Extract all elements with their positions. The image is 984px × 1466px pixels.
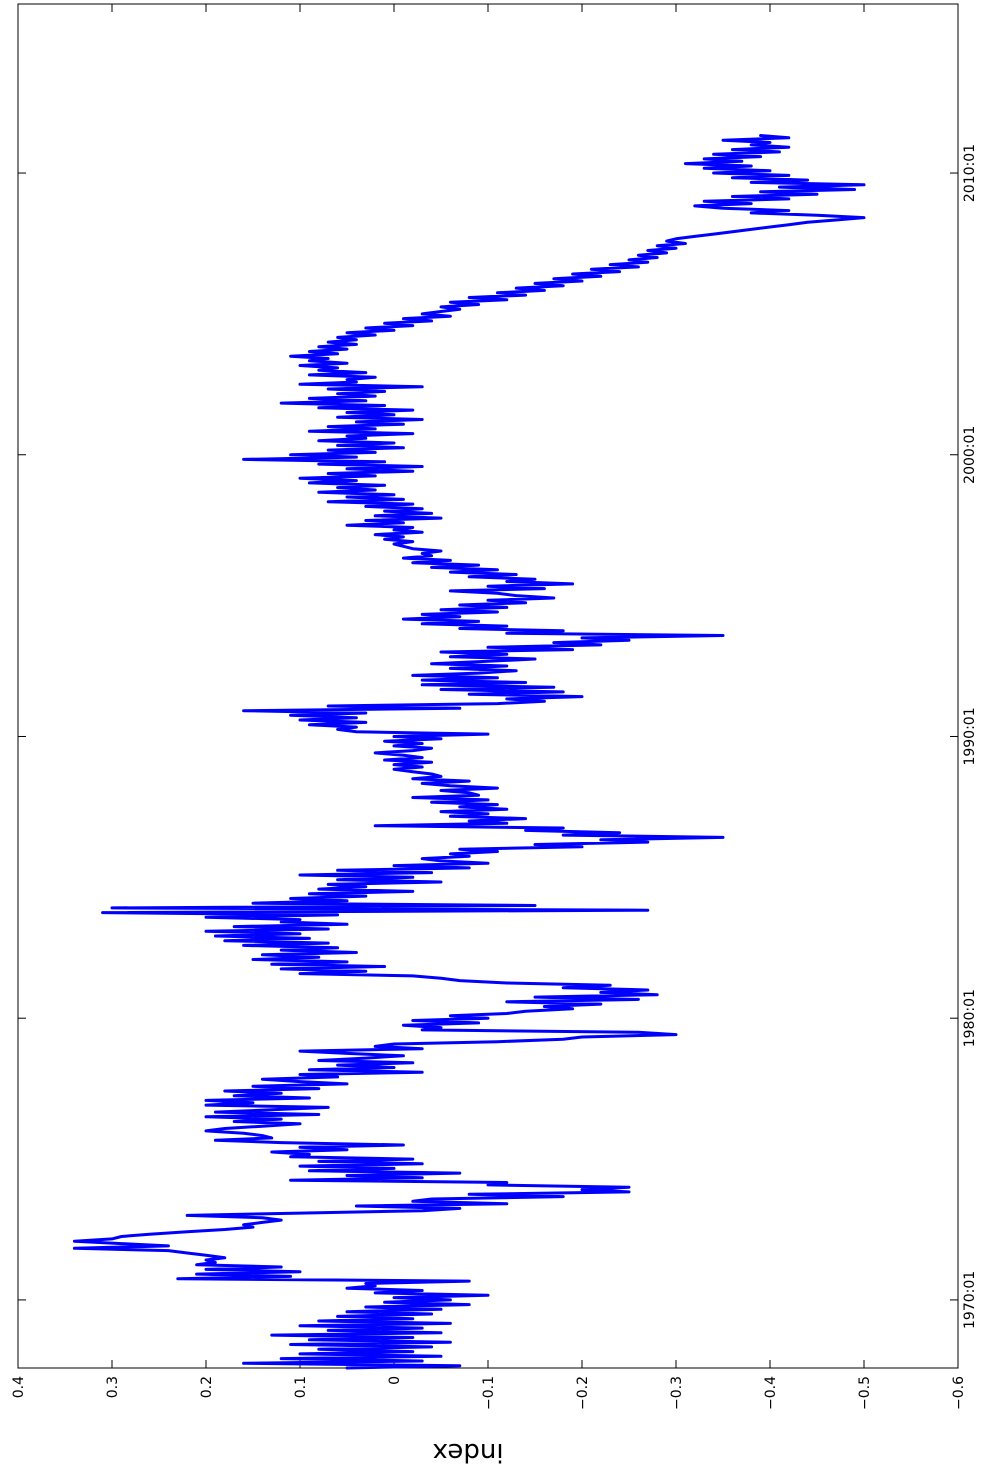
value-axis-ticks: 0.4 0.3 0.2 0.1 0 −0.1 −0.2 −0.3 −0.4 −0.5 −0.6 xyxy=(11,4,967,1410)
value-tick-label: 0.4 xyxy=(11,1376,27,1398)
value-tick-label: −0.6 xyxy=(951,1376,967,1410)
value-axis-label: index xyxy=(432,1437,503,1466)
time-axis-ticks: 1970:01 1980:01 1990:01 2000:01 2010:01 xyxy=(18,144,978,1329)
time-tick-label: 1980:01 xyxy=(962,989,978,1047)
value-tick-label: 0.3 xyxy=(105,1376,121,1398)
value-tick-label: 0.2 xyxy=(199,1376,215,1398)
time-tick-label: 1970:01 xyxy=(962,1271,978,1329)
time-tick-label: 1990:01 xyxy=(962,707,978,765)
value-tick-label: −0.3 xyxy=(669,1376,685,1410)
value-tick-label: −0.4 xyxy=(763,1376,779,1410)
value-tick-label: 0 xyxy=(387,1376,403,1385)
series-line xyxy=(72,134,866,1370)
value-tick-label: −0.2 xyxy=(575,1376,591,1410)
value-tick-label: −0.5 xyxy=(857,1376,873,1410)
time-tick-label: 2000:01 xyxy=(962,426,978,484)
value-tick-label: −0.1 xyxy=(481,1376,497,1410)
value-tick-label: 0.1 xyxy=(293,1376,309,1398)
time-tick-label: 2010:01 xyxy=(962,144,978,202)
